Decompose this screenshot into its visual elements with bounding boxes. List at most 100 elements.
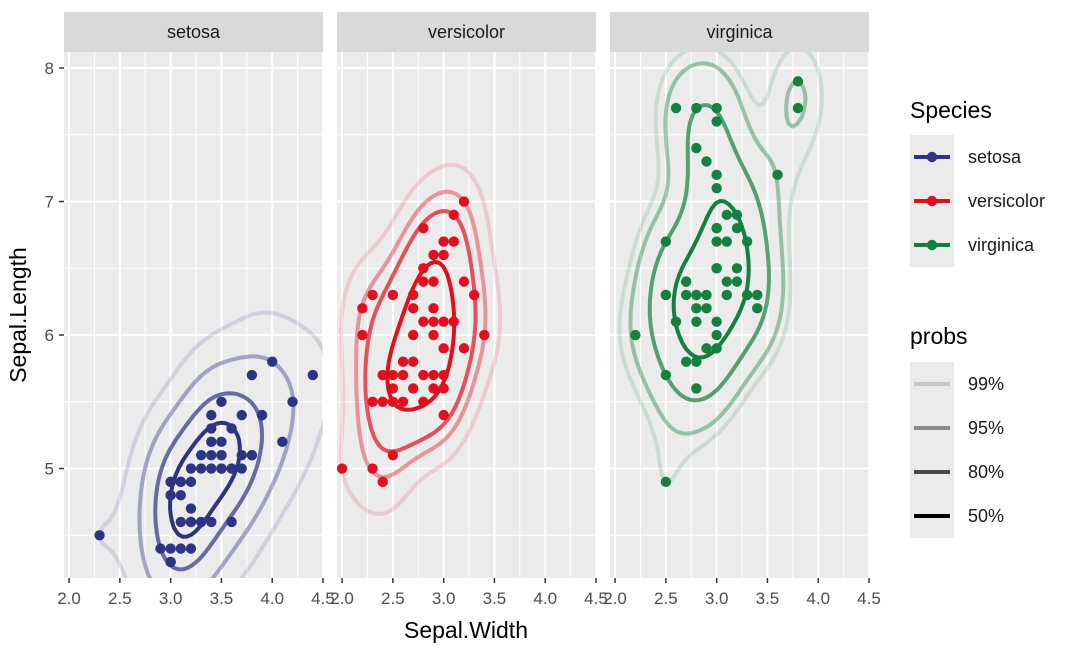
y-tick-label: 8 [45,59,54,78]
data-point [236,409,247,421]
data-point [731,263,743,274]
data-point [691,316,702,327]
legend-item-versicolor: versicolor [910,179,1045,223]
data-point [479,329,490,341]
density-contour-50pct [671,199,751,360]
data-point [236,449,247,461]
points-group-setosa [94,356,319,568]
data-point [397,369,409,381]
data-point [397,356,409,367]
data-point [206,449,217,461]
density-contour-99pct [339,162,503,516]
data-point [165,490,176,501]
facet-panel-setosa: setosa [64,12,324,578]
legend-item-prob-50pct: 50% [910,494,1004,538]
facet-strip-virginica [610,12,869,52]
data-point [458,343,470,354]
data-point [428,276,439,287]
data-point [670,316,682,327]
data-point [731,223,743,234]
data-point [438,383,449,394]
x-tick-label: 3.5 [210,589,234,608]
data-point [277,436,288,448]
legend-key-point [926,151,938,163]
data-point [195,463,207,474]
legend-title-species: Species [910,97,992,123]
data-point [701,343,712,354]
data-point [711,263,722,274]
data-point [307,369,319,381]
data-point [367,396,378,407]
data-point [357,303,368,314]
facet-strip-label: virginica [706,22,773,42]
data-point [711,182,722,194]
legend-item-prob-99pct: 99% [910,362,1004,406]
data-point [691,142,702,154]
facet-strip-label: versicolor [428,22,505,42]
data-point [377,369,388,381]
data-point [387,289,399,301]
data-point [438,369,449,381]
data-point [216,449,227,461]
data-point [256,409,268,421]
x-tick-label: 3.0 [159,589,183,608]
x-tick-label: 2.0 [330,589,354,608]
legend-item-prob-95pct: 95% [910,406,1004,450]
data-point [711,116,722,127]
x-tick-label: 2.5 [654,589,678,608]
x-tick-label: 4.0 [533,589,557,608]
data-point [711,102,722,114]
x-tick-label: 3.0 [432,589,456,608]
x-axis-title: Sepal.Width [404,617,528,643]
data-point [418,396,429,407]
data-point [721,209,733,221]
x-tick-label: 2.5 [381,589,405,608]
data-point [246,369,258,381]
data-point [216,436,227,448]
data-point [438,409,449,421]
data-point [680,356,692,367]
data-point [660,236,672,247]
panels-layer: setosa versicolor virginica [64,12,870,578]
data-point [206,436,217,448]
facet-panel-virginica: virginica [610,12,870,578]
data-point [428,383,439,394]
data-point [701,289,712,301]
legend-key-background [910,362,954,406]
data-point [175,476,187,488]
facet-strip-label: setosa [167,22,221,42]
x-tick-label: 4.0 [806,589,830,608]
points-group-versicolor [337,196,490,488]
data-point [175,490,187,501]
data-point [711,343,722,354]
data-point [195,516,207,528]
data-point [337,463,348,474]
data-point [680,289,692,301]
data-point [287,396,298,407]
data-point [691,289,702,301]
data-point [630,329,641,341]
data-point [357,329,368,341]
data-point [438,249,449,261]
y-tick-label: 6 [45,326,54,345]
data-point [175,543,187,554]
data-point [468,289,480,301]
data-point [458,196,470,207]
data-point [165,543,176,554]
data-point [246,449,258,461]
density-contour-95pct [137,354,296,578]
data-point [670,102,682,114]
legend-label: 99% [968,374,1004,394]
data-point [165,476,176,488]
legend-key-point [926,195,938,207]
legend-label: versicolor [968,191,1045,211]
data-point [438,316,449,327]
x-tick-label: 2.0 [603,589,627,608]
data-point [428,316,439,327]
data-point [206,423,217,434]
data-point [428,369,439,381]
data-point [206,463,217,474]
data-point [185,476,197,488]
x-tick-label: 3.0 [705,589,729,608]
